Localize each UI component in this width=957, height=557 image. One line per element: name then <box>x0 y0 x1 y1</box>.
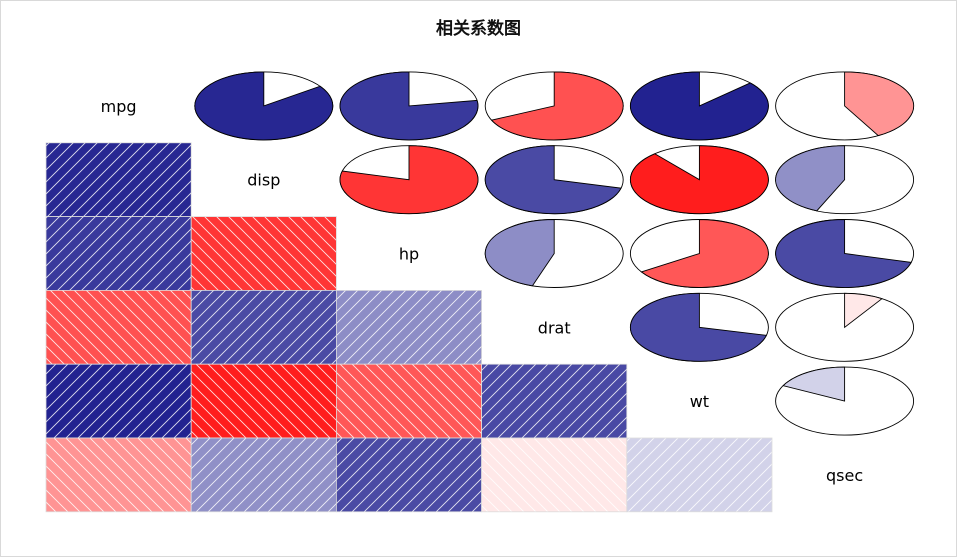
pie-slice <box>194 71 334 141</box>
shade-cell-qsec-disp <box>190 437 337 513</box>
shade-hatch <box>481 364 627 438</box>
shade-hatch <box>46 290 192 365</box>
shade-cell-qsec-hp <box>335 437 482 513</box>
pie-cell-wt-qsec <box>775 366 915 436</box>
shade-cell-wt-hp <box>335 363 482 439</box>
shade-cell-hp-mpg <box>45 216 192 291</box>
shade-cell-wt-drat <box>481 363 628 439</box>
pie-cell-hp-wt <box>629 219 769 288</box>
shade-cell-wt-mpg <box>45 363 192 439</box>
pie-cell-hp-qsec <box>775 219 915 288</box>
pie-cell-mpg-qsec <box>775 71 915 141</box>
shade-cell-wt-disp <box>190 363 337 439</box>
pie-slice <box>775 219 912 288</box>
pie-slice <box>339 71 479 141</box>
shade-cell-hp-disp <box>190 216 337 291</box>
shade-hatch <box>46 438 192 512</box>
chart-title: 相关系数图 <box>436 19 521 39</box>
pie-slice <box>629 71 769 141</box>
shade-hatch <box>46 364 192 438</box>
diagonal-label-mpg: mpg <box>101 97 137 116</box>
shade-cell-qsec-drat <box>481 437 628 513</box>
shade-hatch <box>46 142 192 217</box>
pie-cell-mpg-disp <box>194 71 334 141</box>
pie-cell-drat-wt <box>629 292 769 362</box>
shade-cell-qsec-wt <box>626 437 773 513</box>
diagonal-label-drat: drat <box>538 318 571 337</box>
pie-slice <box>629 292 768 362</box>
shade-hatch <box>336 438 482 512</box>
pie-cell-disp-drat <box>484 145 624 215</box>
shade-hatch <box>191 364 337 438</box>
pie-cell-disp-qsec <box>775 145 915 215</box>
shade-hatch <box>46 216 192 291</box>
pie-slice <box>782 366 846 402</box>
pie-slice <box>775 145 846 212</box>
pie-slice <box>490 71 624 141</box>
pie-slice <box>640 219 769 288</box>
shade-hatch <box>336 364 482 438</box>
diagonal-label-disp: disp <box>247 171 280 190</box>
pie-cell-mpg-hp <box>339 71 479 141</box>
pie-slice <box>629 145 769 215</box>
pie-slice <box>339 145 479 215</box>
pie-cell-mpg-wt <box>629 71 769 141</box>
pie-slice <box>484 145 622 215</box>
shade-cell-drat-hp <box>335 289 482 365</box>
pie-cell-disp-wt <box>629 145 769 215</box>
diagonal-label-wt: wt <box>690 392 709 411</box>
diagonal-label-qsec: qsec <box>826 466 863 485</box>
pie-slice <box>844 71 915 137</box>
shade-hatch <box>336 290 482 365</box>
pie-cell-drat-qsec <box>775 292 915 362</box>
shade-cell-disp-mpg <box>45 142 192 218</box>
shade-cell-drat-disp <box>190 289 337 365</box>
pie-slice <box>484 219 555 287</box>
shade-border <box>626 437 773 513</box>
pie-cell-hp-drat <box>484 219 624 288</box>
pie-cell-mpg-drat <box>484 71 624 141</box>
pie-slice <box>844 292 883 329</box>
shade-hatch <box>191 290 337 365</box>
shade-cell-drat-mpg <box>45 289 192 365</box>
diagonal-label-hp: hp <box>399 245 419 264</box>
shade-hatch <box>626 438 772 512</box>
shade-cell-qsec-mpg <box>45 437 192 513</box>
shade-hatch <box>191 216 337 291</box>
shade-hatch <box>191 438 337 512</box>
shade-hatch <box>481 438 627 512</box>
pie-cell-disp-hp <box>339 145 479 215</box>
